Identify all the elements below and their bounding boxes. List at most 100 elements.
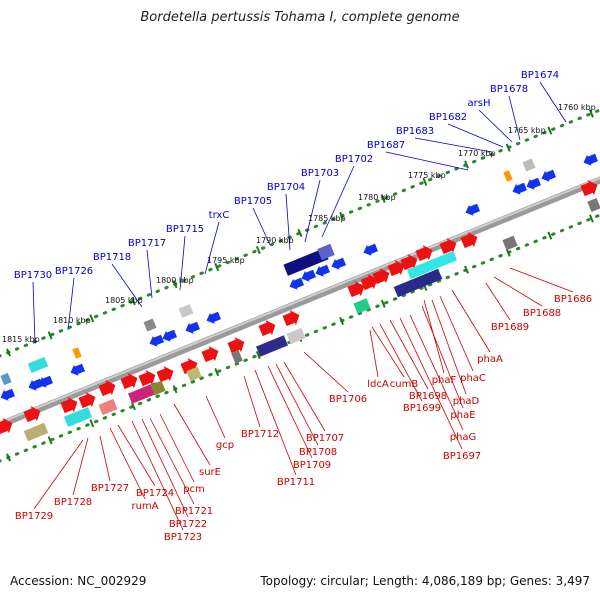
leader-line <box>111 263 143 308</box>
track-tick <box>380 194 386 203</box>
leader-line <box>371 326 405 378</box>
track-tick <box>47 331 53 340</box>
kbp-label: 1765 kbp <box>508 126 546 135</box>
leader-line <box>252 207 271 246</box>
leader-line <box>451 289 491 353</box>
gene-arrow-red <box>23 406 41 423</box>
lower-gene-label: BP1723 <box>164 532 202 543</box>
leader-line <box>131 420 184 531</box>
track-tick <box>339 316 345 325</box>
lower-gene-label: BP1708 <box>299 447 337 458</box>
gene-arrow-blue <box>301 269 316 282</box>
lower-gene-label: BP1724 <box>136 488 174 499</box>
gene-arrow-blue <box>0 388 15 401</box>
track-tick <box>6 348 11 357</box>
leader-line <box>173 403 211 466</box>
leader-line <box>243 375 261 428</box>
kbp-label: 1810 kbp <box>53 316 91 325</box>
lower-gene-label: BP1698 <box>409 391 447 402</box>
lower-gene-label: BP1688 <box>523 308 561 319</box>
leader-line <box>32 281 36 344</box>
upper-gene-label: BP1682 <box>429 112 467 123</box>
lower-gene-label: BP1727 <box>91 483 129 494</box>
kbp-scale: 1760 kbp 1765 kbp 1770 kbp 1775 kbp 1780 kbp… <box>2 103 596 344</box>
kbp-label: 1760 kbp <box>558 103 596 112</box>
gene-block-navy <box>283 248 329 276</box>
upper-gene-label: trxC <box>209 210 230 221</box>
track-tick <box>130 297 136 306</box>
track-tick <box>172 385 178 394</box>
gene-arrow-red <box>78 392 96 409</box>
leader-line <box>141 418 189 518</box>
gene-arrow-red <box>387 260 405 277</box>
lower-gene-label: surE <box>199 467 221 478</box>
kbp-label: 1795 kbp <box>207 256 245 265</box>
gene-arrow-red <box>460 232 478 249</box>
track-tick <box>214 368 220 377</box>
gene-arrow-red <box>120 373 138 390</box>
upper-gene-label: BP1726 <box>55 266 93 277</box>
gene-arrow-blue <box>206 311 221 324</box>
lower-gene-label: BP1699 <box>403 403 441 414</box>
gene-arrow-red <box>580 180 598 197</box>
leader-line <box>72 437 89 496</box>
gene-block-olive <box>150 380 166 396</box>
genome-backbone-highlight <box>0 177 600 424</box>
leader-line <box>117 424 156 487</box>
lower-gene-label: phaG <box>450 432 477 443</box>
kbp-label: 1815 kbp <box>2 335 40 344</box>
gene-block-grey <box>502 235 518 251</box>
gene-block-grey <box>587 198 600 212</box>
upper-gene-label: BP1683 <box>396 126 434 137</box>
leader-line <box>33 439 84 510</box>
leader-line <box>321 165 355 238</box>
gene-block-olive <box>186 366 202 382</box>
track-tick <box>547 231 553 240</box>
gene-arrow-blue <box>70 363 85 376</box>
accession-text: Accession: NC_002929 <box>10 574 147 588</box>
track-tick <box>339 211 345 220</box>
leader-line <box>399 317 463 450</box>
gene-arrow-blue <box>162 329 177 342</box>
upper-gene-label: BP1717 <box>128 238 166 249</box>
gene-arrow-red <box>258 320 276 337</box>
gene-block-orange <box>72 347 82 359</box>
leader-line <box>389 319 429 390</box>
track-tick <box>464 265 469 274</box>
track-tick <box>214 263 220 272</box>
gene-arrow-blue <box>331 257 346 270</box>
track-tick <box>380 299 386 308</box>
track-tick <box>505 248 511 257</box>
leader-line <box>204 221 220 275</box>
lower-gene-label: BP1728 <box>54 497 92 508</box>
track-tick <box>589 109 594 118</box>
upper-gene-label: BP1678 <box>490 84 528 95</box>
leader-line <box>267 365 313 459</box>
track-tick <box>589 214 594 223</box>
lower-gene-label: BP1711 <box>277 477 315 488</box>
lower-gene-label: BP1706 <box>329 394 367 405</box>
gene-arrow-blue <box>541 169 556 182</box>
leader-line <box>421 305 464 409</box>
leader-line <box>285 193 291 251</box>
track-tick <box>130 402 136 411</box>
gene-arrow-red <box>282 310 300 327</box>
gene-arrow-blue <box>363 243 378 256</box>
leader-line <box>478 109 513 143</box>
lower-gene-label: BP1707 <box>306 433 344 444</box>
track-tick <box>172 280 178 289</box>
gene-arrow-red <box>347 281 365 298</box>
feature-tracks <box>0 108 600 463</box>
upper-gene-label: BP1715 <box>166 224 204 235</box>
lower-gene-label: phaE <box>450 410 475 421</box>
leader-line <box>205 395 226 439</box>
gene-block-navy <box>256 335 288 357</box>
track-tick <box>89 314 95 323</box>
leader-line <box>414 137 493 153</box>
track-tick <box>6 453 11 462</box>
lower-gene-label: phaF <box>432 375 457 386</box>
kbp-label: 1790 kbp <box>256 236 294 245</box>
leader-line <box>447 123 504 148</box>
